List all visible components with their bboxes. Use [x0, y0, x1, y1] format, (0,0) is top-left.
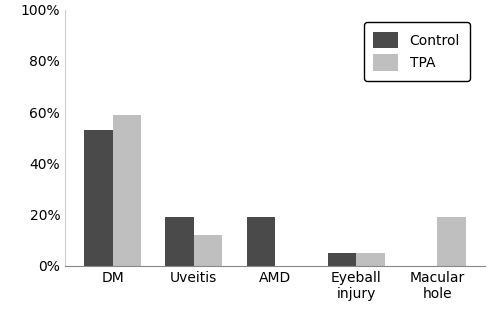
Bar	[246, 217, 275, 266]
Bar	[356, 253, 384, 266]
Bar	[194, 235, 222, 266]
Bar	[328, 253, 356, 266]
Bar	[112, 115, 141, 266]
Bar	[438, 217, 466, 266]
Bar	[166, 217, 194, 266]
Legend: Control, TPA: Control, TPA	[364, 22, 470, 81]
Bar	[84, 130, 112, 266]
